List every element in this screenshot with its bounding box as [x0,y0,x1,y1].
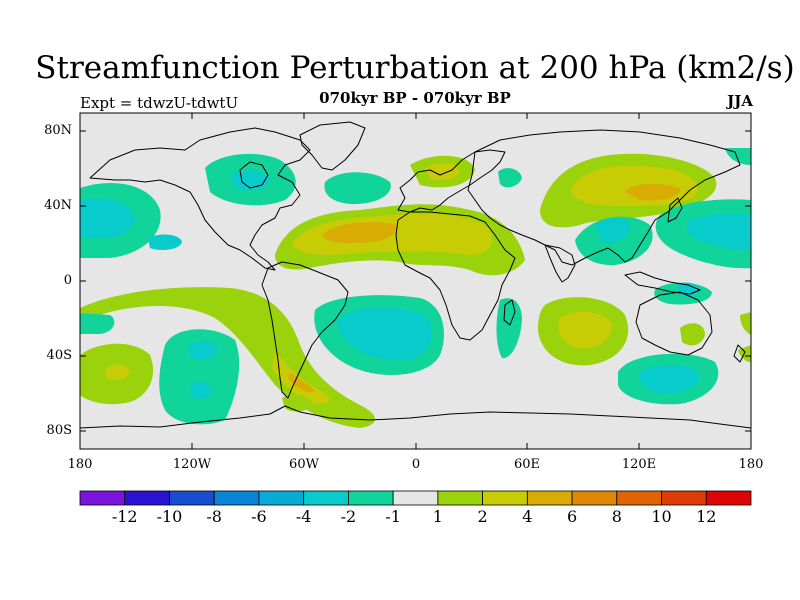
colorbar-swatch-10 [526,490,573,506]
colorbar-label-5: -2 [340,507,357,526]
coast-africa [395,211,516,341]
contour-north-atlantic-green [324,172,391,205]
xlabel-0: 0 [411,457,421,472]
coast-asia [467,129,741,266]
coast-europe [397,149,506,213]
colorbar-swatch-1 [124,490,170,506]
colorbar-label-12: 10 [651,507,672,526]
colorbar-swatch-12 [616,490,662,506]
map-plot-area [80,113,751,449]
contour-australia-east-green [680,323,705,346]
contour-fills [80,148,751,428]
ylabel-80n: 80N [44,123,72,138]
colorbar-label-10: 6 [566,507,578,526]
coast-south-america [261,261,349,399]
coast-madagascar [503,299,516,326]
contour-southern-ocean-cyan [639,364,700,394]
colorbar-label-7: 1 [432,507,443,526]
contour-north-pacific-small [148,234,182,250]
colorbar-label-13: 12 [696,507,717,526]
colorbar-label-8: 2 [477,507,488,526]
colorbar-swatch-3 [213,490,260,506]
contour-atlantic-sahara-orange [322,222,396,244]
coast-greenland [299,121,366,171]
ylabel-0: 0 [63,273,72,288]
colorbar-label-6: -1 [385,507,401,526]
ylabel-40n: 40N [44,198,72,213]
plot-title: Streamfunction Perturbation at 200 hPa (… [35,50,795,86]
colorbar-swatch-2 [169,490,215,506]
colorbar-swatch-8 [437,490,484,506]
colorbar-label-11: 8 [611,507,622,526]
contour-south-america-yellow [272,350,330,405]
colorbar-label-9: 4 [522,507,533,526]
contour-south-pacific-green [159,329,240,425]
xlabel-120w: 120W [172,457,212,472]
contour-pacific-east-cyan [686,213,751,251]
colorbar-label-4: -4 [295,507,312,526]
contour-china-cyan [595,217,630,243]
contour-south-america-orange [288,372,315,393]
contour-south-pacific-cyan-2 [190,382,213,399]
ylabel-80s: 80S [46,423,72,438]
plot-subtitle: 070kyr BP - 070kyr BP [319,89,511,107]
colorbar-swatch-11 [571,490,618,506]
contour-madagascar-green [496,298,522,359]
contour-sw-pacific-yellow [105,364,130,380]
coastlines [80,121,751,429]
contour-south-atlantic-cyan [337,307,433,361]
ylabel-40s: 40S [46,348,72,363]
coast-australia [635,291,713,356]
xlabel-120e: 120E [621,457,657,472]
axis-ticks [80,113,751,449]
coast-new-zealand [733,344,746,363]
colorbar-swatch-9 [482,490,528,506]
contour-europe-yellow [425,163,460,180]
contour-north-pacific-cyan [80,198,135,239]
colorbar-label-3: -6 [251,507,267,526]
coast-india [544,244,576,283]
contour-ne-asia-orange [625,183,681,201]
experiment-label: Expt = tdwzU-tdwtU [80,94,239,112]
contour-south-pacific-cyan [188,340,218,360]
colorbar-swatch-13 [661,490,707,506]
contour-south-indian-yellow [558,311,612,349]
contour-arctic-right [725,148,751,165]
season-label: JJA [727,92,753,110]
xlabel-180-left: 180 [67,457,93,472]
colorbar-swatch-14 [705,490,752,506]
colorbar-swatch-7 [392,490,439,506]
colorbar-label-0: -12 [111,507,138,526]
colorbar-swatch-6 [347,490,394,506]
coast-japan [667,197,683,223]
coast-indonesia [624,271,701,295]
xlabel-60w: 60W [289,457,319,472]
colorbar-swatch-0 [79,490,126,506]
colorbar-label-1: -10 [156,507,183,526]
colorbar-swatch-4 [258,490,305,506]
coast-hudson-bay [239,161,269,189]
xlabel-180-right: 180 [738,457,764,472]
colorbar-label-2: -8 [206,507,222,526]
contour-right-edge-green [740,312,751,335]
coast-antarctica [80,405,751,429]
coast-north-america [89,127,311,271]
colorbar [79,490,752,506]
xlabel-60e: 60E [513,457,541,472]
contour-scandinavia-green [498,168,522,188]
contour-left-edge-green [80,313,115,334]
colorbar-swatch-5 [303,490,349,506]
